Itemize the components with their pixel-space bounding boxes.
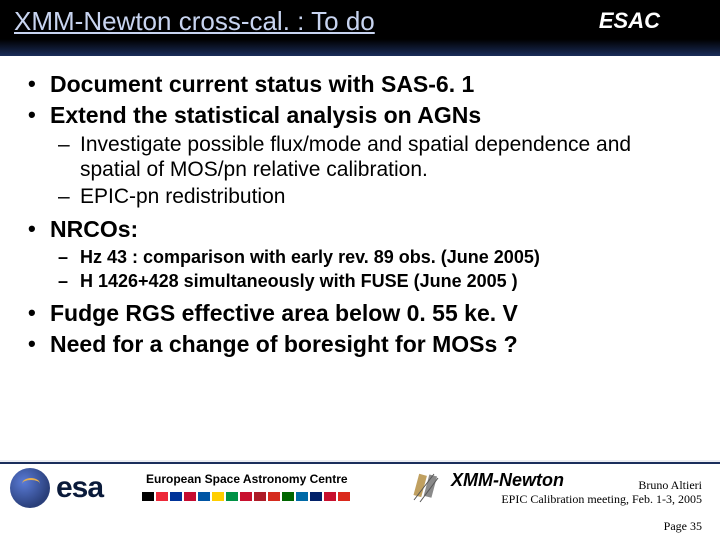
- meeting-info: EPIC Calibration meeting, Feb. 1-3, 2005: [501, 492, 702, 507]
- xmm-newton-icon: [412, 470, 440, 504]
- flag-icon: [142, 492, 154, 501]
- flag-icon: [212, 492, 224, 501]
- flag-icon: [170, 492, 182, 501]
- flag-icon: [282, 492, 294, 501]
- esa-globe-icon: [10, 468, 50, 508]
- flag-icon: [184, 492, 196, 501]
- bullet-item: Need for a change of boresight for MOSs …: [28, 330, 692, 359]
- bullet-text: NRCOs:: [50, 216, 138, 242]
- flag-icon: [240, 492, 252, 501]
- esac-label: ESAC: [599, 8, 660, 34]
- flag-icon: [324, 492, 336, 501]
- footer-bar: esa European Space Astronomy Centre XMM-…: [0, 462, 720, 540]
- flag-icon: [310, 492, 322, 501]
- sub-bullet-item: Hz 43 : comparison with early rev. 89 ob…: [50, 246, 692, 269]
- flag-icon: [338, 492, 350, 501]
- bullet-text: Extend the statistical analysis on AGNs: [50, 102, 481, 128]
- sub-bullet-item: Investigate possible flux/mode and spati…: [50, 132, 692, 182]
- flag-icon: [296, 492, 308, 501]
- flag-icon: [198, 492, 210, 501]
- page-title: XMM-Newton cross-cal. : To do: [14, 6, 375, 37]
- bullet-item: Document current status with SAS-6. 1: [28, 70, 692, 99]
- sub-bullet-item: EPIC-pn redistribution: [50, 184, 692, 209]
- center-name: European Space Astronomy Centre: [146, 472, 348, 486]
- page-number: Page 35: [664, 519, 702, 534]
- xmm-label: XMM-Newton: [451, 470, 564, 491]
- author-name: Bruno Altieri: [638, 478, 702, 493]
- bullet-item: Extend the statistical analysis on AGNs …: [28, 101, 692, 209]
- flag-icon: [226, 492, 238, 501]
- flag-icon: [268, 492, 280, 501]
- esa-logo: esa: [10, 468, 103, 508]
- sub-bullet-item: H 1426+428 simultaneously with FUSE (Jun…: [50, 270, 692, 293]
- esa-text: esa: [56, 471, 103, 505]
- content-area: Document current status with SAS-6. 1 Ex…: [0, 56, 720, 358]
- bullet-item: NRCOs: Hz 43 : comparison with early rev…: [28, 215, 692, 293]
- flag-icon: [156, 492, 168, 501]
- flag-icon: [254, 492, 266, 501]
- bullet-item: Fudge RGS effective area below 0. 55 ke.…: [28, 299, 692, 328]
- flag-row: [142, 492, 350, 501]
